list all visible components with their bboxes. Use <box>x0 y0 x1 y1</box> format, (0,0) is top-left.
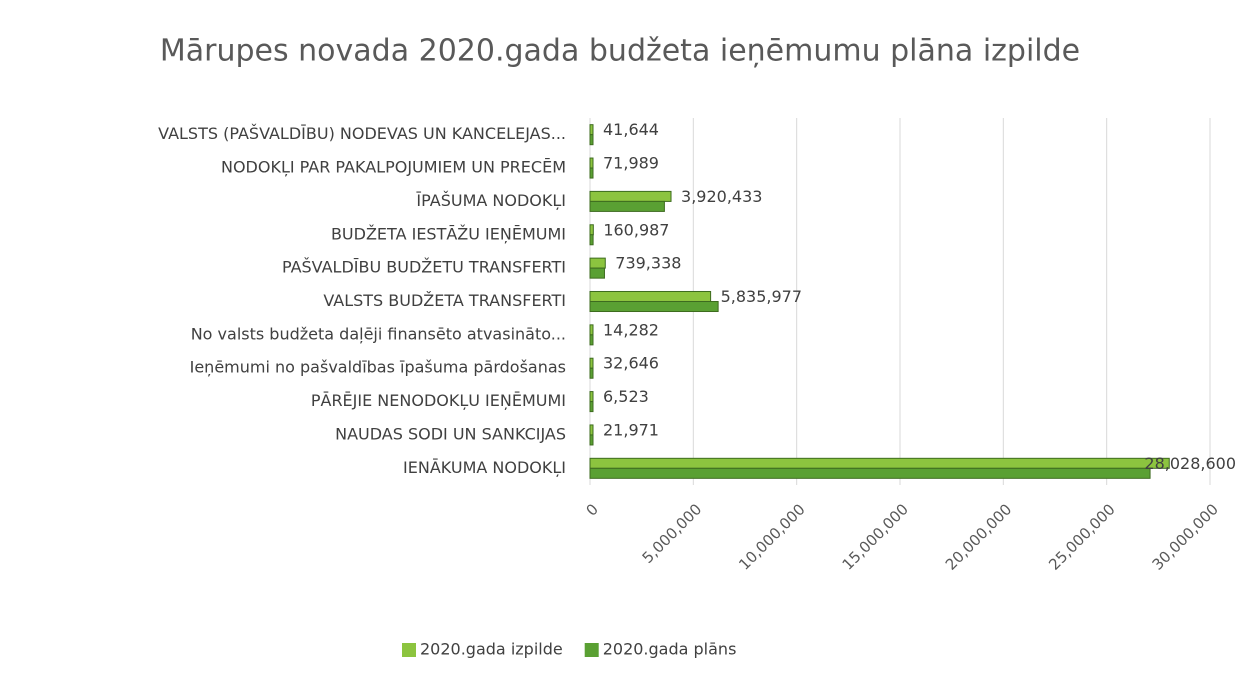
bar <box>589 257 606 269</box>
data-label: 160,987 <box>603 220 669 239</box>
bar <box>589 200 665 212</box>
y-tick-label: IENĀKUMA NODOKĻI <box>403 458 566 477</box>
x-tick-label: 10,000,000 <box>735 500 808 573</box>
legend-label: 2020.gada izpilde <box>420 640 563 659</box>
bar <box>589 224 594 236</box>
bar <box>589 434 594 446</box>
legend-label: 2020.gada plāns <box>603 640 737 659</box>
x-tick-label: 25,000,000 <box>1045 500 1118 573</box>
y-tick-label: PAŠVALDĪBU BUDŽETU TRANSFERTI <box>282 258 566 277</box>
y-tick-label: BUDŽETA IESTĀŽU IEŅĒMUMI <box>331 224 566 243</box>
data-label: 6,523 <box>603 387 649 406</box>
legend-swatch <box>402 643 416 657</box>
bar <box>589 367 594 379</box>
bar <box>589 457 1170 469</box>
x-tick-label: 15,000,000 <box>839 500 912 573</box>
data-label: 28,028,600 <box>1144 454 1236 473</box>
y-tick-label: Ieņēmumi no pašvaldības īpašuma pārdošan… <box>190 358 566 377</box>
legend-swatch <box>584 643 599 657</box>
data-label: 5,835,977 <box>721 287 802 306</box>
x-tick-label: 30,000,000 <box>1149 500 1222 573</box>
bar <box>589 391 594 403</box>
x-tick-label: 5,000,000 <box>639 500 706 567</box>
data-label: 3,920,433 <box>681 187 762 206</box>
bar <box>589 124 594 136</box>
y-tick-label: VALSTS (PAŠVALDĪBU) NODEVAS UN KANCELEJA… <box>158 124 566 143</box>
bar <box>589 467 1151 479</box>
bar <box>589 401 594 413</box>
x-tick-label: 0 <box>583 500 602 519</box>
data-label: 71,989 <box>603 154 659 173</box>
bar <box>589 234 594 246</box>
bar <box>589 157 594 169</box>
data-label: 21,971 <box>603 420 659 439</box>
bar <box>589 334 594 346</box>
x-tick-label: 20,000,000 <box>942 500 1015 573</box>
y-tick-label: NAUDAS SODI UN SANKCIJAS <box>335 424 566 443</box>
bar <box>589 290 712 302</box>
y-tick-label: PĀRĒJIE NENODOKĻU IEŅĒMUMI <box>311 391 566 410</box>
bar <box>589 357 594 369</box>
bar <box>589 267 605 279</box>
y-tick-label: No valsts budžeta daļēji finansēto atvas… <box>191 324 566 343</box>
y-tick-label: NODOKĻI PAR PAKALPOJUMIEM UN PRECĒM <box>221 158 566 177</box>
data-label: 41,644 <box>603 120 659 139</box>
bar <box>589 424 594 436</box>
data-label: 739,338 <box>615 254 681 273</box>
chart-title: Mārupes novada 2020.gada budžeta ieņēmum… <box>160 34 1080 69</box>
bar <box>589 167 594 179</box>
y-tick-label: ĪPAŠUMA NODOKĻI <box>416 191 566 210</box>
y-tick-label: VALSTS BUDŽETA TRANSFERTI <box>323 291 566 310</box>
bar <box>589 134 594 146</box>
bar <box>589 190 672 202</box>
bar <box>589 324 594 336</box>
data-label: 14,282 <box>603 320 659 339</box>
data-label: 32,646 <box>603 354 659 373</box>
bar <box>589 301 719 313</box>
